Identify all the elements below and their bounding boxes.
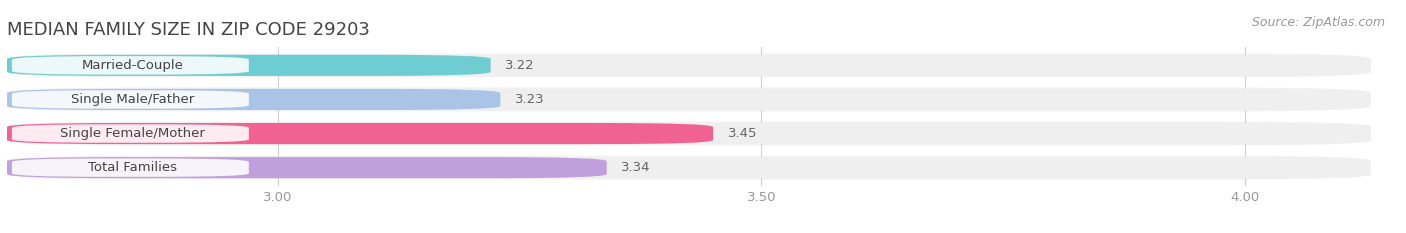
Text: Total Families: Total Families xyxy=(89,161,177,174)
Text: 3.23: 3.23 xyxy=(515,93,544,106)
FancyBboxPatch shape xyxy=(11,56,249,75)
Text: Single Male/Father: Single Male/Father xyxy=(72,93,194,106)
Text: Married-Couple: Married-Couple xyxy=(82,59,184,72)
FancyBboxPatch shape xyxy=(7,89,501,110)
FancyBboxPatch shape xyxy=(7,123,1371,144)
FancyBboxPatch shape xyxy=(7,156,1371,180)
FancyBboxPatch shape xyxy=(7,55,491,76)
FancyBboxPatch shape xyxy=(7,89,1371,110)
FancyBboxPatch shape xyxy=(7,55,1371,76)
Text: Single Female/Mother: Single Female/Mother xyxy=(60,127,205,140)
FancyBboxPatch shape xyxy=(7,157,1371,178)
Text: MEDIAN FAMILY SIZE IN ZIP CODE 29203: MEDIAN FAMILY SIZE IN ZIP CODE 29203 xyxy=(7,21,370,39)
FancyBboxPatch shape xyxy=(11,124,249,143)
FancyBboxPatch shape xyxy=(7,123,713,144)
FancyBboxPatch shape xyxy=(7,53,1371,77)
FancyBboxPatch shape xyxy=(11,158,249,177)
Text: 3.22: 3.22 xyxy=(505,59,534,72)
Text: 3.45: 3.45 xyxy=(728,127,756,140)
Text: 3.34: 3.34 xyxy=(621,161,651,174)
FancyBboxPatch shape xyxy=(7,122,1371,145)
Text: Source: ZipAtlas.com: Source: ZipAtlas.com xyxy=(1251,16,1385,29)
FancyBboxPatch shape xyxy=(7,157,607,178)
FancyBboxPatch shape xyxy=(7,88,1371,111)
FancyBboxPatch shape xyxy=(11,90,249,109)
